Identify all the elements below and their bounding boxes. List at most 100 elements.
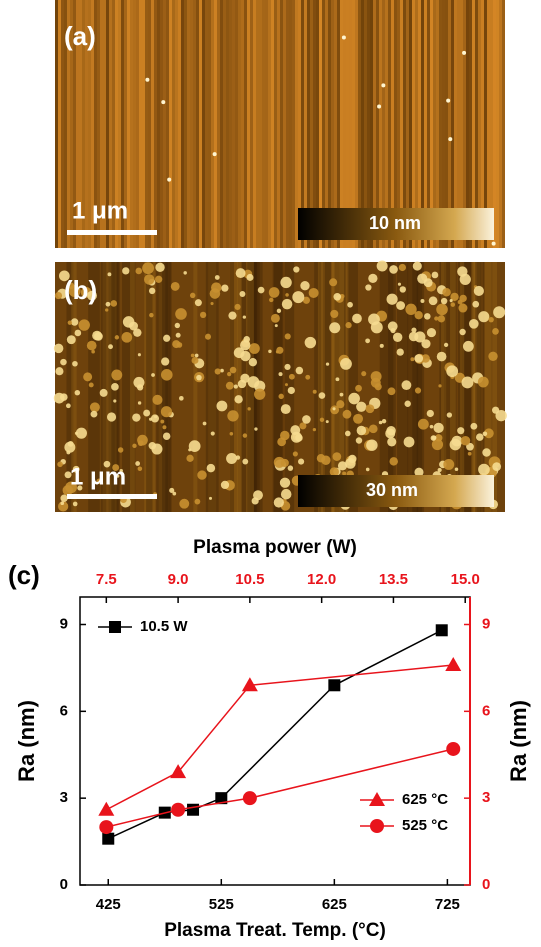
texture xyxy=(190,0,193,248)
afm-image-a xyxy=(55,0,505,248)
texture xyxy=(434,434,443,442)
texture xyxy=(248,343,260,354)
texture xyxy=(406,0,409,248)
texture xyxy=(404,400,411,407)
texture xyxy=(399,286,407,293)
texture xyxy=(314,262,321,512)
legend-label: 625 °C xyxy=(402,791,448,808)
texture xyxy=(341,35,346,40)
texture xyxy=(196,0,199,248)
texture xyxy=(287,386,295,395)
texture xyxy=(300,281,310,291)
texture xyxy=(169,487,175,493)
texture xyxy=(352,313,362,324)
texture xyxy=(344,430,351,437)
texture xyxy=(414,387,422,394)
texture xyxy=(302,415,311,424)
texture xyxy=(172,491,177,496)
texture xyxy=(106,0,109,248)
texture xyxy=(89,402,100,413)
marker xyxy=(102,832,115,845)
legend-marker xyxy=(370,819,384,833)
texture xyxy=(273,262,284,512)
texture xyxy=(273,456,285,468)
texture xyxy=(188,448,192,452)
texture xyxy=(353,413,364,424)
texture xyxy=(334,262,346,512)
scale-bar-label: 1 μm xyxy=(72,197,128,224)
texture xyxy=(116,474,120,478)
texture xyxy=(65,403,71,409)
texture xyxy=(240,262,252,512)
texture xyxy=(496,0,499,248)
texture xyxy=(487,0,490,248)
y2-axis-title: Ra (nm) xyxy=(506,700,531,782)
texture xyxy=(72,501,78,507)
texture xyxy=(122,267,130,275)
texture xyxy=(410,357,415,362)
series-line xyxy=(107,629,443,840)
texture xyxy=(292,0,295,248)
texture xyxy=(217,0,220,248)
texture xyxy=(428,296,438,306)
texture xyxy=(57,461,63,468)
texture xyxy=(482,448,491,457)
texture xyxy=(175,332,181,338)
x-tick-label: 725 xyxy=(435,896,460,913)
texture xyxy=(460,262,465,512)
texture xyxy=(438,384,442,388)
texture xyxy=(284,333,291,340)
texture xyxy=(149,417,153,421)
texture xyxy=(58,270,70,282)
texture xyxy=(111,369,123,381)
texture xyxy=(257,286,265,294)
texture xyxy=(492,262,498,512)
texture xyxy=(179,396,184,401)
texture xyxy=(148,0,151,248)
legend-label: 10.5 W xyxy=(140,618,188,635)
texture xyxy=(280,404,291,415)
marker xyxy=(170,764,187,779)
texture xyxy=(199,311,207,319)
texture xyxy=(229,366,237,374)
texture xyxy=(268,349,272,354)
texture xyxy=(136,0,139,248)
texture xyxy=(250,0,253,248)
texture xyxy=(424,313,431,320)
texture xyxy=(144,262,156,512)
texture xyxy=(61,0,64,248)
scale-bar-label: 1 μm xyxy=(70,463,126,490)
texture xyxy=(322,0,325,248)
texture xyxy=(450,262,456,512)
texture xyxy=(130,0,133,248)
texture xyxy=(329,278,338,287)
texture xyxy=(477,376,489,388)
legend-label: 525 °C xyxy=(402,817,448,834)
legend-marker xyxy=(369,792,385,806)
texture xyxy=(403,436,415,448)
texture xyxy=(366,439,378,451)
texture xyxy=(161,357,170,366)
texture xyxy=(60,358,67,366)
texture xyxy=(475,262,485,512)
texture xyxy=(293,266,300,273)
texture xyxy=(253,0,256,248)
texture xyxy=(382,0,385,248)
texture xyxy=(343,0,346,248)
texture xyxy=(378,420,383,425)
texture xyxy=(248,358,258,367)
texture xyxy=(461,376,474,389)
texture xyxy=(152,394,163,405)
texture xyxy=(280,276,292,289)
texture xyxy=(340,0,343,248)
marker xyxy=(435,624,448,637)
texture xyxy=(54,291,63,300)
texture xyxy=(79,0,82,248)
texture xyxy=(460,0,463,248)
x2-tick-label: 7.5 xyxy=(96,571,117,588)
texture xyxy=(75,427,87,439)
texture xyxy=(407,262,419,512)
texture xyxy=(121,331,133,343)
x2-tick-label: 15.0 xyxy=(451,571,480,588)
